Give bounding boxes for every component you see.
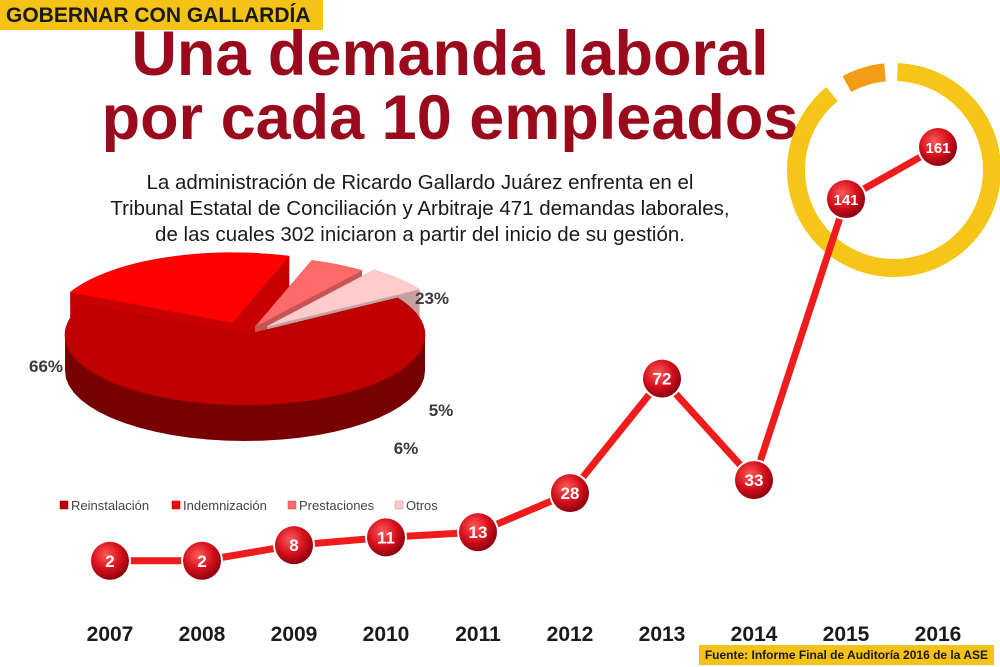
- legend-swatch: [394, 500, 404, 510]
- pie-slice-reinstalación: [64, 297, 426, 441]
- subtitle-line-1: La administración de Ricardo Gallardo Ju…: [146, 171, 694, 194]
- pie-slice-top: [69, 252, 290, 323]
- data-point-2010: 11: [365, 516, 407, 559]
- legend-swatch: [171, 500, 181, 510]
- subtitle-line-3: de las cuales 302 iniciaron a partir del…: [155, 223, 685, 246]
- legend-swatch: [59, 500, 69, 510]
- title-line-2: por cada 10 empleados: [101, 83, 799, 153]
- legend-item-prestaciones: Prestaciones: [287, 498, 375, 513]
- legend-item-otros: Otros: [394, 498, 438, 513]
- data-label: 161: [925, 140, 950, 157]
- pie-value-label: 66%: [29, 357, 63, 376]
- highlight-ring: [787, 63, 1000, 278]
- legend-label: Reinstalación: [71, 498, 149, 513]
- data-label: 28: [561, 484, 580, 503]
- data-point-marker: [459, 513, 497, 552]
- pie-slice-side: [232, 256, 290, 359]
- legend-item-reinstalación: Reinstalación: [59, 498, 149, 513]
- data-point-2013: 72: [641, 357, 683, 400]
- legend-swatch: [287, 500, 297, 510]
- data-label: 11: [377, 528, 395, 547]
- pie-chart: 66% 23% 5% 6%: [29, 252, 454, 458]
- title-line-1: Una demanda laboral: [131, 19, 769, 89]
- pie-slice-wall: [65, 335, 425, 441]
- data-label: 141: [833, 192, 858, 209]
- data-point-marker: [551, 474, 589, 513]
- pie-value-label: 23%: [415, 289, 449, 308]
- subtitle-line-2: Tribunal Estatal de Conciliación y Arbit…: [110, 197, 730, 220]
- data-point-2012: 28: [549, 472, 591, 515]
- legend-label: Otros: [406, 498, 438, 513]
- data-point-marker: [183, 541, 221, 580]
- pie-slice-top: [266, 269, 421, 327]
- data-label: 8: [289, 536, 298, 555]
- pie-slice-top: [254, 260, 363, 328]
- data-point-marker: [735, 461, 773, 500]
- series-line: [106, 143, 942, 565]
- data-point-2015: 141: [825, 178, 867, 221]
- data-point-2008: 2: [181, 539, 223, 582]
- data-label: 72: [653, 370, 672, 389]
- x-tick-label: 2012: [547, 623, 594, 646]
- x-tick-label: 2009: [271, 623, 318, 646]
- data-point-2011: 13: [457, 511, 499, 554]
- x-tick-label: 2014: [731, 623, 778, 646]
- data-point-marker: [643, 359, 681, 398]
- x-tick-label: 2008: [179, 623, 226, 646]
- pie-value-label: 5%: [429, 401, 454, 420]
- pie-slice-top: [64, 297, 426, 406]
- data-point-2009: 8: [273, 524, 315, 567]
- data-label: 2: [197, 552, 206, 571]
- x-tick-label: 2016: [915, 623, 962, 646]
- header-tag: GOBERNAR CON GALLARDÍA: [0, 0, 323, 30]
- highlight-ring-main: [787, 63, 1000, 278]
- data-point-2007: 2: [89, 539, 131, 582]
- pie-legend: Reinstalación Indemnización Prestaciones Ot…: [59, 498, 438, 513]
- data-label: 33: [745, 471, 764, 490]
- x-tick-label: 2011: [455, 623, 501, 646]
- legend-label: Prestaciones: [299, 498, 375, 513]
- data-label: 13: [469, 523, 488, 542]
- source-note: Fuente: Informe Final de Auditoría 2016 …: [698, 645, 994, 665]
- data-point-2014: 33: [733, 459, 775, 502]
- x-tick-label: 2013: [639, 623, 686, 646]
- x-tick-label: 2015: [823, 623, 870, 646]
- data-label: 2: [105, 552, 114, 571]
- page-title: Una demanda laboral por cada 10 empleado…: [60, 22, 840, 150]
- data-point-marker: [275, 526, 313, 565]
- data-point-marker: [91, 541, 129, 580]
- x-axis: 2007 2008 2009 2010 2011 2012 2013 2014 2015 2016: [87, 623, 962, 646]
- pie-value-label: 6%: [394, 439, 419, 458]
- legend-item-indemnización: Indemnización: [171, 498, 267, 513]
- x-tick-label: 2007: [87, 623, 134, 646]
- data-point-2016: 161: [917, 126, 959, 168]
- subtitle: La administración de Ricardo Gallardo Ju…: [40, 170, 800, 248]
- legend-label: Indemnización: [183, 498, 267, 513]
- data-point-marker: [919, 128, 957, 166]
- data-point-marker: [827, 180, 865, 219]
- x-tick-label: 2010: [363, 623, 410, 646]
- data-point-marker: [367, 518, 405, 557]
